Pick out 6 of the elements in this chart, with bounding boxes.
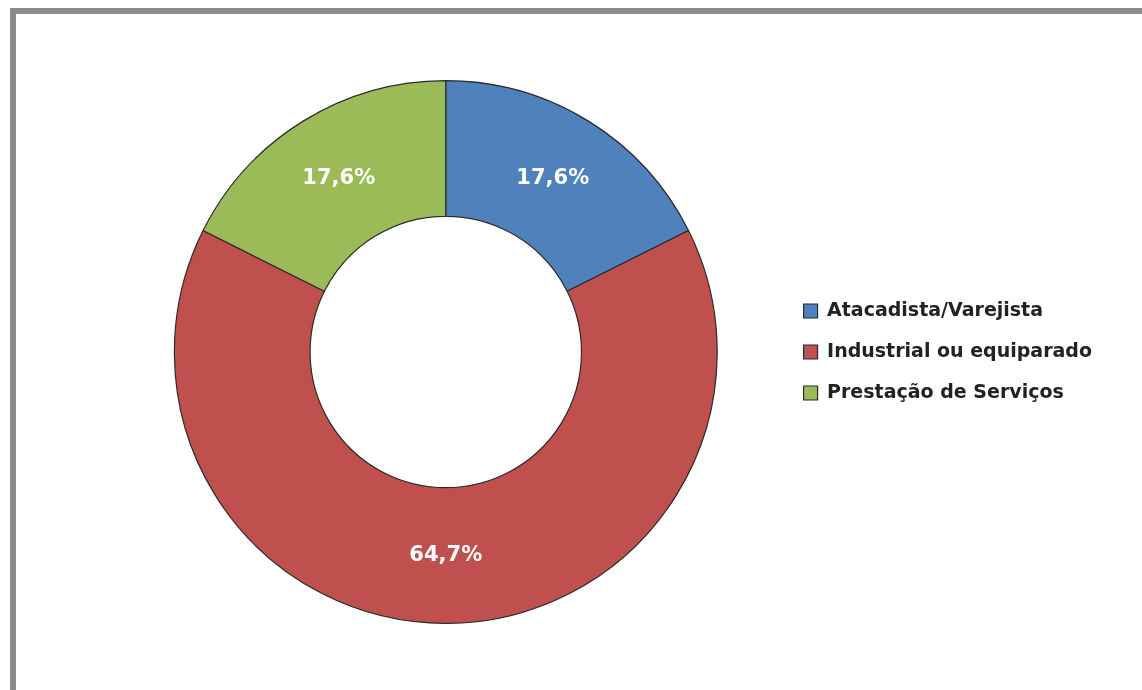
data-label: 17,6% (516, 165, 590, 190)
data-label: 64,7% (409, 542, 483, 566)
legend-label: Industrial ou equiparado (827, 338, 1092, 361)
legend-label: Prestação de Serviços (827, 379, 1064, 402)
legend-label: Atacadista/Varejista (827, 297, 1044, 320)
data-label: 17,6% (302, 165, 376, 190)
